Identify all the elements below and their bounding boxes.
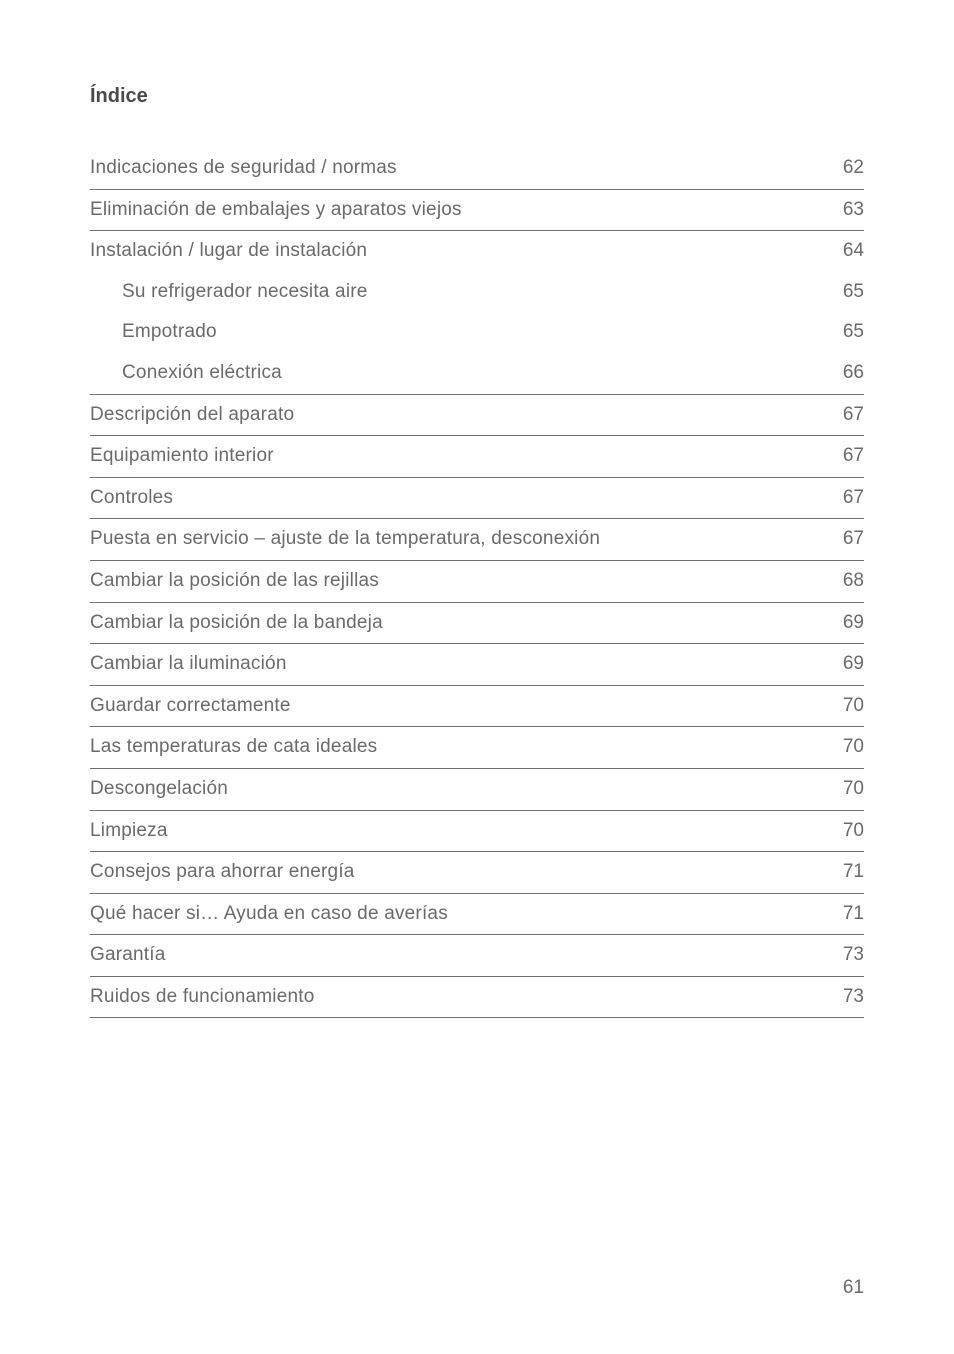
toc-label: Equipamiento interior [90,443,823,470]
toc-row: Equipamiento interior 67 [90,436,864,478]
toc-row: Eliminación de embalajes y aparatos viej… [90,190,864,232]
toc-row: Guardar correctamente 70 [90,686,864,728]
toc-page: 65 [843,319,864,346]
toc-page: 70 [843,693,864,720]
toc-row: Ruidos de funcionamiento 73 [90,977,864,1019]
toc-page: 66 [843,360,864,387]
toc-label: Controles [90,485,823,512]
toc-row: Limpieza 70 [90,811,864,853]
toc-row: Controles 67 [90,478,864,520]
toc-page: 73 [843,942,864,969]
toc-row: Empotrado 65 [90,312,864,353]
toc-page: 67 [843,485,864,512]
toc-page: 67 [843,443,864,470]
toc-row: Garantía 73 [90,935,864,977]
toc-label: Cambiar la posición de las rejillas [90,568,823,595]
toc-row: Conexión eléctrica 66 [90,353,864,395]
toc-label: Consejos para ahorrar energía [90,859,823,886]
toc-label: Qué hacer si… Ayuda en caso de averías [90,901,823,928]
toc-row: Qué hacer si… Ayuda en caso de averías 71 [90,894,864,936]
toc-page: 67 [843,526,864,553]
toc-row: Descripción del aparato 67 [90,395,864,437]
toc-label: Indicaciones de seguridad / normas [90,155,823,182]
toc-page: 71 [843,859,864,886]
toc-page: 73 [843,984,864,1011]
toc-page: 69 [843,651,864,678]
toc-row: Cambiar la posición de las rejillas 68 [90,561,864,603]
toc-page: 67 [843,402,864,429]
toc-label: Conexión eléctrica [90,360,823,387]
toc-page: 70 [843,776,864,803]
toc-page: 70 [843,734,864,761]
toc-page: 65 [843,279,864,306]
toc-row: Cambiar la iluminación 69 [90,644,864,686]
toc-page: 70 [843,818,864,845]
toc-page: 64 [843,238,864,265]
toc-label: Empotrado [90,319,823,346]
page-number: 61 [843,1277,864,1299]
toc-label: Las temperaturas de cata ideales [90,734,823,761]
toc-label: Descripción del aparato [90,402,823,429]
toc-row: Las temperaturas de cata ideales 70 [90,727,864,769]
toc-label: Instalación / lugar de instalación [90,238,823,265]
toc-label: Ruidos de funcionamiento [90,984,823,1011]
toc-row: Puesta en servicio – ajuste de la temper… [90,519,864,561]
toc-page: 69 [843,610,864,637]
toc-container: Indicaciones de seguridad / normas 62 Elim… [90,148,864,1018]
toc-row: Descongelación 70 [90,769,864,811]
toc-label: Descongelación [90,776,823,803]
toc-label: Garantía [90,942,823,969]
toc-row: Su refrigerador necesita aire 65 [90,272,864,313]
toc-label: Limpieza [90,818,823,845]
toc-row: Consejos para ahorrar energía 71 [90,852,864,894]
toc-row: Indicaciones de seguridad / normas 62 [90,148,864,190]
toc-label: Cambiar la posición de la bandeja [90,610,823,637]
toc-page: 68 [843,568,864,595]
toc-label: Eliminación de embalajes y aparatos viej… [90,197,823,224]
toc-label: Su refrigerador necesita aire [90,279,823,306]
toc-label: Guardar correctamente [90,693,823,720]
page-title: Índice [90,85,864,108]
toc-page: 71 [843,901,864,928]
toc-row: Cambiar la posición de la bandeja 69 [90,603,864,645]
toc-label: Puesta en servicio – ajuste de la temper… [90,526,823,553]
toc-row: Instalación / lugar de instalación 64 [90,231,864,272]
toc-page: 62 [843,155,864,182]
toc-page: 63 [843,197,864,224]
toc-label: Cambiar la iluminación [90,651,823,678]
